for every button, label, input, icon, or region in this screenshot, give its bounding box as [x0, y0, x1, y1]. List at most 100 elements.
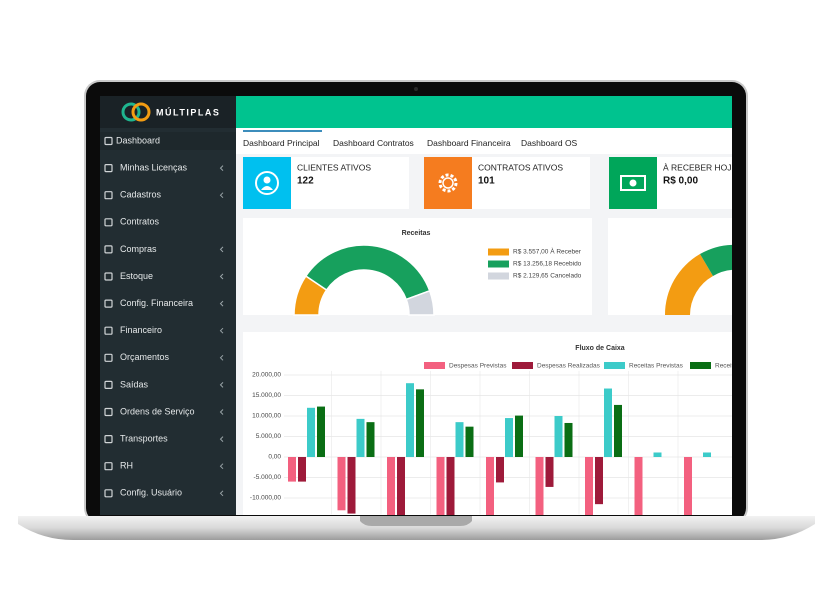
- y-tick-label: 5.000,00: [256, 433, 282, 440]
- donut-segment: [405, 289, 435, 316]
- top-bar: [236, 96, 732, 128]
- legend-swatch: [512, 362, 533, 369]
- menu-item[interactable]: Ordens de Serviço: [120, 406, 195, 416]
- menu-item[interactable]: Contratos: [120, 217, 160, 227]
- menu-chevron: [219, 246, 224, 253]
- tab[interactable]: Dashboard OS: [521, 138, 578, 148]
- legend-label: R$ 13.256,18 Recebido: [513, 261, 582, 268]
- legend-label: R$ 3.557,00 À Receber: [513, 247, 582, 256]
- bar: [356, 418, 365, 457]
- bar: [653, 452, 662, 457]
- menu-item[interactable]: Cadastros: [120, 190, 162, 200]
- menu-item[interactable]: RH: [120, 461, 133, 471]
- legend-label: Despesas Realizadas: [537, 363, 601, 370]
- bar: [634, 457, 643, 515]
- bar: [347, 457, 356, 514]
- screen: MÚLTIPLAS Dashboard Minhas Licenças Cadast…: [100, 96, 775, 515]
- menu-icon: [104, 218, 113, 227]
- menu-chevron: [219, 463, 224, 470]
- second-gauge-partial: [664, 244, 732, 315]
- menu-chevron: [219, 300, 224, 307]
- info-box-label: CONTRATOS ATIVOS: [478, 162, 563, 172]
- brand: MÚLTIPLAS: [156, 106, 220, 117]
- info-box-label: CLIENTES ATIVOS: [297, 162, 371, 172]
- menu-item[interactable]: Minhas Licenças: [120, 162, 188, 172]
- y-tick-label: -5.000,00: [254, 474, 282, 481]
- bar: [366, 422, 375, 457]
- legend-swatch: [488, 260, 509, 268]
- menu-item[interactable]: Compras: [120, 244, 157, 254]
- bar: [564, 422, 573, 457]
- bar: [684, 457, 692, 515]
- bar: [298, 457, 306, 482]
- bar: [337, 457, 346, 511]
- bar: [387, 457, 395, 515]
- info-box-value: 101: [478, 176, 495, 187]
- menu-chevron: [219, 192, 224, 199]
- bar: [554, 416, 563, 457]
- menu-item[interactable]: Config. Usuário: [120, 488, 182, 498]
- icon-user-head: [263, 176, 271, 184]
- menu-item[interactable]: Saídas: [120, 379, 149, 389]
- menu-chevron: [219, 490, 224, 497]
- menu-chevron: [219, 354, 224, 361]
- menu-item[interactable]: Dashboard: [116, 135, 160, 145]
- y-tick-label: 15.000,00: [252, 392, 281, 399]
- icon-money: [620, 175, 646, 191]
- menu-item[interactable]: Orçamentos: [120, 352, 170, 362]
- legend-swatch: [488, 248, 509, 256]
- bar: [317, 406, 325, 457]
- tab[interactable]: Dashboard Contratos: [333, 138, 414, 148]
- menu-chevron: [219, 382, 224, 388]
- bar: [515, 415, 523, 457]
- menu-icon: [104, 435, 113, 444]
- logo-icon: [121, 102, 151, 122]
- chart-title: Receitas: [402, 230, 431, 237]
- menu-item[interactable]: Transportes: [120, 433, 168, 443]
- bar: [436, 457, 445, 515]
- menu-icon: [104, 191, 113, 200]
- menu-active-bg: [100, 132, 236, 150]
- legend-swatch: [488, 272, 509, 280]
- bar: [614, 404, 622, 457]
- info-box-icon-bg: [424, 157, 472, 209]
- legend-swatch: [424, 362, 445, 369]
- icon-user: [255, 171, 279, 195]
- menu-chevron: [219, 436, 224, 442]
- legend-label: Receitas Realizadas: [715, 363, 775, 370]
- icon-user-body: [261, 186, 273, 190]
- dashboard-content: Dashboard Minhas Licenças Cadastros Contrat…: [100, 132, 775, 515]
- menu-chevron: [219, 165, 224, 171]
- camera: [414, 87, 418, 91]
- menu-icon: [104, 164, 113, 173]
- menu-chevron: [219, 327, 224, 334]
- menu-item[interactable]: Config. Financeira: [120, 298, 193, 308]
- bar: [288, 457, 296, 482]
- legend-label: Receitas Previstas: [629, 363, 684, 370]
- icon-money-coin: [629, 179, 637, 187]
- y-tick-label: 10.000,00: [252, 413, 281, 420]
- menu-item[interactable]: Estoque: [120, 271, 153, 281]
- donut-segment: [304, 244, 431, 301]
- bar: [397, 457, 405, 515]
- menu-icon: [104, 353, 113, 362]
- legend-swatch: [690, 362, 711, 369]
- menu-icon: [104, 407, 113, 417]
- menu-chevron: [219, 273, 224, 280]
- bar: [406, 383, 414, 457]
- menu-icon: [104, 272, 113, 281]
- tab[interactable]: Dashboard Financeira: [427, 138, 511, 148]
- legend-label: Despesas Previstas: [449, 363, 507, 370]
- menu-icon: [104, 380, 113, 389]
- menu-icon: [104, 299, 113, 308]
- bar: [465, 426, 474, 457]
- tab[interactable]: Dashboard Principal: [243, 138, 320, 148]
- bar: [545, 457, 554, 487]
- info-box-label: À RECEBER HOJE: [663, 162, 737, 172]
- menu-icon: [104, 462, 113, 471]
- menu-item[interactable]: Financeiro: [120, 325, 162, 335]
- icon-gear-hub: [442, 177, 454, 189]
- sidebar: [100, 96, 236, 515]
- bar: [486, 457, 494, 515]
- chart-title: Fluxo de Caixa: [575, 345, 625, 352]
